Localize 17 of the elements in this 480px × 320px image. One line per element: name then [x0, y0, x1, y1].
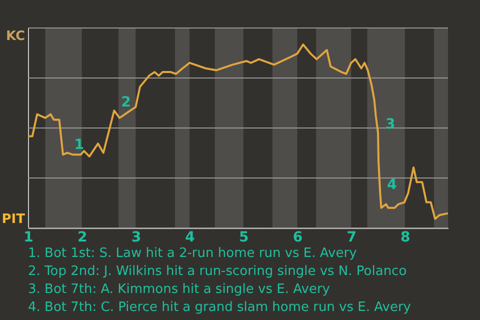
x-tick-label: 6 — [292, 230, 303, 246]
x-tick-label: 5 — [239, 230, 249, 246]
text: PIT — [2, 212, 26, 227]
annotation: 1 — [74, 136, 84, 153]
text: 1. Bot 1st: S. Law hit a 2-run home run vs E. Avery — [28, 246, 358, 261]
x-tick-label: 2 — [77, 230, 88, 246]
annotation: 2 — [121, 94, 131, 111]
x-tick-label: 4 — [185, 230, 196, 246]
text: 4. Bot 7th: C. Pierce hit a grand slam home run vs E. Avery — [28, 300, 412, 315]
text: 3. Bot 7th: A. Kimmons hit a single vs E. Avery — [28, 282, 330, 297]
x-tick-label: 1 — [24, 230, 34, 246]
x-tick-label: 7 — [346, 230, 356, 246]
text: 2. Top 2nd: J. Wilkins hit a run-scoring single vs N. Polanco — [28, 264, 407, 279]
annotation: 4 — [387, 177, 398, 194]
text: KC — [6, 29, 25, 44]
x-tick-label: 3 — [131, 230, 142, 246]
x-tick-label: 8 — [400, 230, 410, 246]
